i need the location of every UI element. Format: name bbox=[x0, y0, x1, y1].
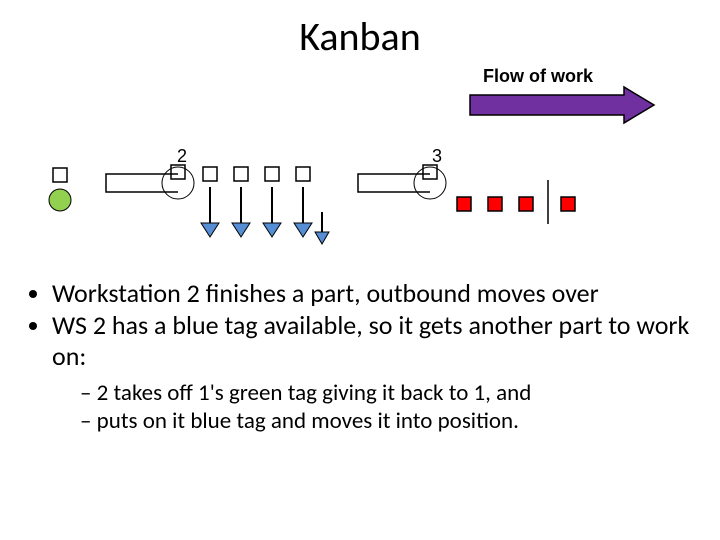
ws3-label: 3 bbox=[432, 146, 442, 167]
slide: Kanban Flow of work Workstation 2 finish… bbox=[0, 0, 720, 540]
sub-bullet-1: 2 takes off 1's green tag giving it back… bbox=[80, 379, 692, 407]
ws-circle-3 bbox=[414, 167, 446, 199]
sub-bullet-2: puts on it blue tag and moves it into po… bbox=[80, 407, 692, 435]
kanban-diagram bbox=[0, 0, 720, 270]
bullet-text: Workstation 2 finishes a part, outbound … bbox=[28, 278, 692, 435]
inbound-part bbox=[49, 189, 71, 211]
ws2-label: 2 bbox=[177, 146, 187, 167]
ws-circle-2 bbox=[162, 167, 194, 199]
bullet-1: Workstation 2 finishes a part, outbound … bbox=[52, 278, 692, 310]
flow-arrow bbox=[470, 87, 654, 123]
bullet-2: WS 2 has a blue tag available, so it get… bbox=[52, 310, 692, 436]
